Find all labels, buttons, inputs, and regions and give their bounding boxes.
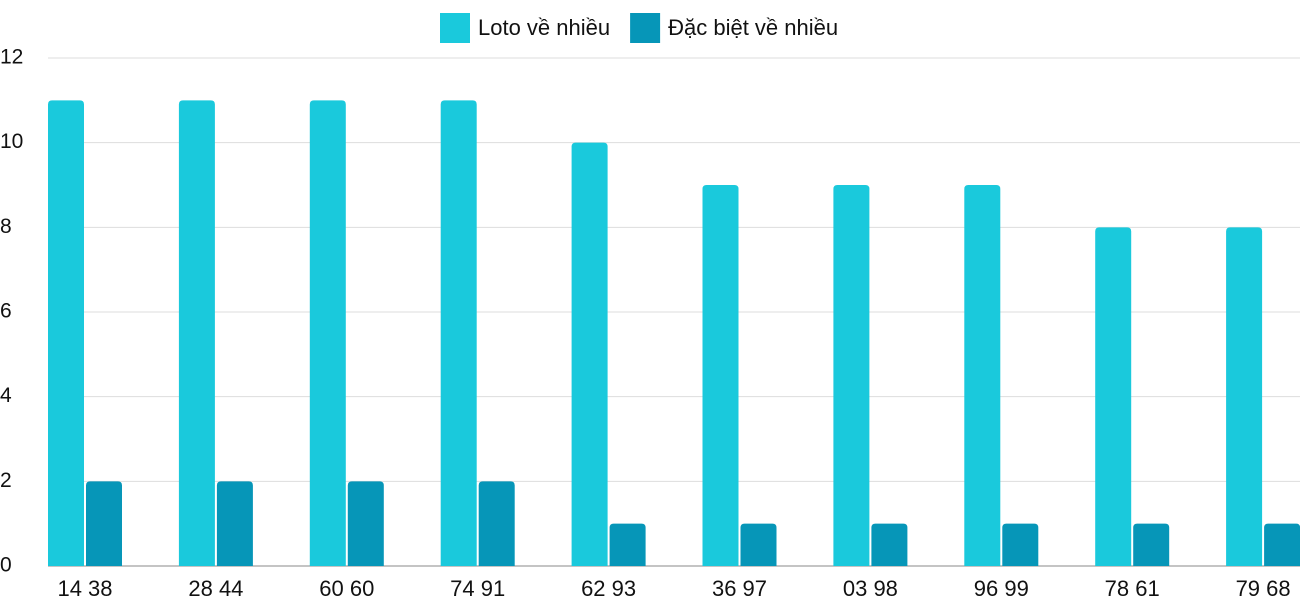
bar [347,481,384,566]
y-tick-label: 4 [0,384,12,407]
bar [440,100,477,566]
bar [86,481,122,566]
bar [833,185,870,566]
y-tick-label: 6 [0,300,12,323]
legend-label: Loto về nhiều [478,15,610,40]
bar [1133,523,1170,566]
x-tick-label: 62 93 [581,576,636,600]
bar [740,523,777,566]
x-tick-label: 36 97 [712,576,767,600]
bar [609,523,646,566]
bar [1264,523,1300,566]
y-tick-label: 12 [0,46,23,69]
bar [964,185,1001,566]
legend-swatch [630,13,661,43]
bar [478,481,515,566]
x-tick-label: 79 68 [1236,576,1291,600]
x-tick-label: 03 98 [843,576,898,600]
x-tick-label: 74 91 [450,576,505,600]
bar [48,100,84,566]
bar [309,100,346,566]
bar [1226,227,1263,567]
y-tick-label: 8 [0,215,12,238]
bar [1002,523,1039,566]
bar [571,142,608,566]
x-tick-label: 96 99 [974,576,1029,600]
legend-label: Đặc biệt về nhiều [668,15,838,40]
x-tick-label: 14 38 [57,576,112,600]
y-tick-label: 2 [0,469,12,492]
bar [702,185,739,566]
bar [1095,227,1132,567]
x-tick-label: 28 44 [188,576,243,600]
x-tick-label: 78 61 [1105,576,1160,600]
y-tick-label: 10 [0,130,23,153]
legend-swatch [440,13,470,43]
bar [178,100,215,566]
y-tick-label: 0 [0,554,12,577]
bar [871,523,908,566]
x-tick-label: 60 60 [319,576,374,600]
bar [216,481,253,566]
